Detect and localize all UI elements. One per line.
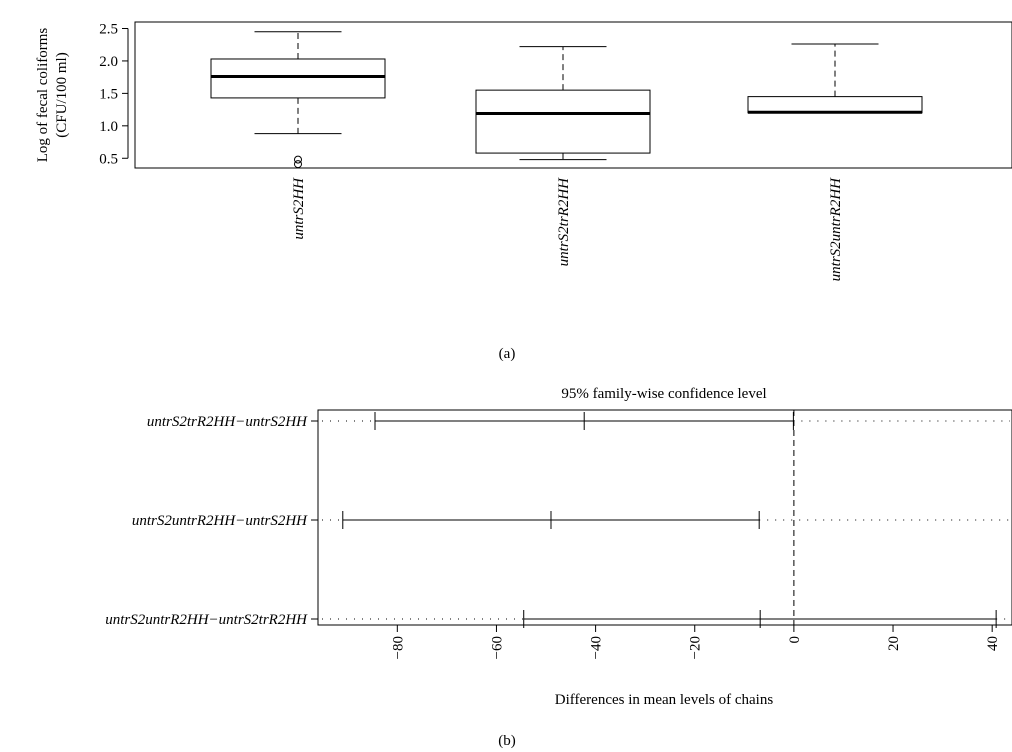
box-outlier	[294, 155, 302, 164]
boxplot-category-label: untrS2untrR2HH	[828, 177, 844, 282]
tukey-title: 95% family-wise confidence level	[561, 386, 766, 402]
box-iqr	[210, 58, 386, 99]
comparison-label: untrS2untrR2HH−untrS2HH	[132, 513, 308, 529]
tukey-x-tick-label: 40	[985, 636, 1001, 651]
boxplot-category-label: untrS2HH	[291, 177, 307, 240]
boxplot-y-axis: 0.5 1.0 1.5 2.0 2.5	[99, 21, 129, 167]
comparison-row: untrS2untrR2HH−untrS2HH	[132, 511, 1010, 529]
box-untrS2untrR2HH	[747, 43, 923, 114]
boxplot-y-tick-label: 0.5	[99, 151, 118, 167]
comparison-label: untrS2untrR2HH−untrS2trR2HH	[105, 612, 308, 628]
boxplot-category-label: untrS2trR2HH	[556, 177, 572, 267]
tukey-x-tick-label: −20	[688, 636, 704, 659]
boxplot-frame	[134, 21, 1012, 169]
box-iqr	[475, 89, 651, 154]
tukey-frame	[317, 409, 1012, 626]
tukey-x-tick-label: −40	[589, 636, 605, 659]
box-untrS2HH	[210, 31, 386, 169]
tukey-x-tick-label: 20	[886, 636, 902, 651]
boxplot-y-tick-label: 2.0	[99, 54, 118, 70]
panel-b-label: (b)	[498, 733, 516, 749]
box-untrS2trR2HH	[475, 46, 651, 161]
tukey-panel: 95% family-wise confidence level untrS2t…	[105, 386, 1012, 749]
boxplot-y-label-line1: Log of fecal coliforms	[35, 28, 51, 163]
tukey-rows: untrS2trR2HH−untrS2HH untrS2untrR2HH−untr…	[105, 410, 1010, 628]
tukey-x-label: Differences in mean levels of chains	[555, 692, 774, 708]
boxplot-y-label-line2: (CFU/100 ml)	[54, 52, 70, 137]
boxplot-category-labels: untrS2HH untrS2trR2HH untrS2untrR2HH	[291, 177, 844, 282]
boxplot-y-tick-label: 2.5	[99, 21, 118, 37]
box-outlier	[294, 160, 302, 169]
comparison-label: untrS2trR2HH−untrS2HH	[147, 414, 308, 430]
comparison-row: untrS2untrR2HH−untrS2trR2HH	[105, 610, 1010, 628]
tukey-x-axis: −80 −60 −40 −20 0 20 40	[390, 625, 1001, 659]
tukey-x-tick-label: −80	[390, 636, 406, 659]
tukey-x-tick-label: 0	[787, 636, 803, 644]
tukey-x-tick-label: −60	[489, 636, 505, 659]
panel-a-label: (a)	[499, 346, 516, 362]
comparison-row: untrS2trR2HH−untrS2HH	[147, 412, 1010, 430]
boxplot-panel: 0.5 1.0 1.5 2.0 2.5 Log of fecal coliforms (…	[35, 21, 1012, 362]
boxplot-y-tick-label: 1.0	[99, 119, 118, 135]
boxplot-y-tick-label: 1.5	[99, 86, 118, 102]
box-iqr	[747, 96, 923, 114]
boxplot-boxes	[210, 31, 923, 169]
